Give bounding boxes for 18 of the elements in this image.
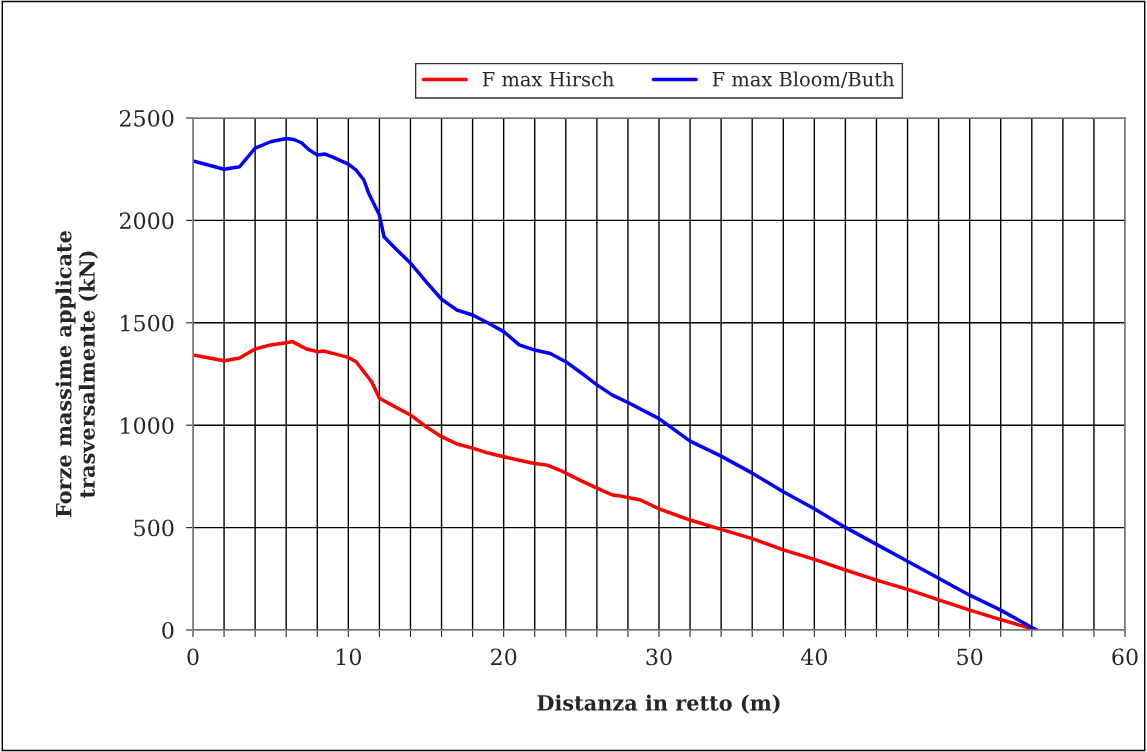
y-tick-label: 2500: [119, 109, 174, 127]
y-tick-label: 0: [162, 621, 174, 639]
x-tick-label: 40: [800, 648, 827, 666]
x-tick-label: 50: [957, 648, 983, 666]
y-tick-label: 2000: [119, 212, 174, 230]
y-tick-label: 500: [134, 519, 174, 537]
x-tick-label: 10: [336, 648, 361, 666]
x-tick-label: 30: [646, 648, 672, 666]
line-series: [193, 136, 1039, 630]
x-tick-label: 20: [491, 648, 517, 666]
legend-label: F max Bloom/Buth: [712, 71, 895, 89]
x-tick-label: 60: [1112, 648, 1138, 666]
x-tick-label: 0: [187, 648, 199, 666]
legend-label: F max Hirsch: [482, 71, 614, 87]
x-axis-title: Distanza in retto (m): [537, 694, 780, 714]
y-tick-label: 1500: [121, 314, 174, 332]
y-axis-title: Forze massime applicate trasversalmente (kN): [55, 231, 98, 517]
y-tick-label: 1000: [121, 417, 174, 434]
